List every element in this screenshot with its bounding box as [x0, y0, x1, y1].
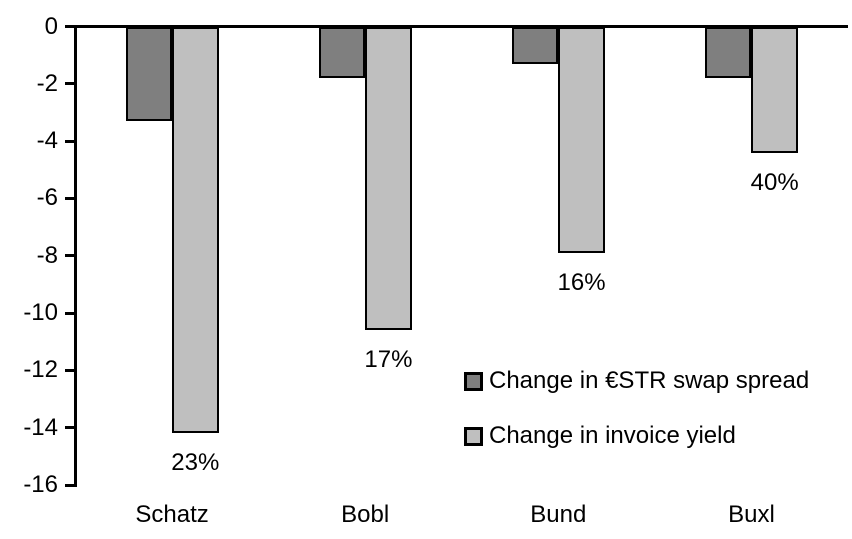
y-tick-mark-2 [65, 82, 75, 86]
y-tick-label-6: -6 [36, 184, 58, 212]
category-label-schatz: Schatz [135, 501, 209, 528]
y-tick-mark-6 [65, 196, 75, 200]
legend-item-swap-spread: Change in €STR swap spread [464, 369, 809, 393]
category-label-bobl: Bobl [341, 501, 390, 528]
y-tick-mark-4 [65, 139, 75, 143]
category-label-bund: Bund [530, 501, 587, 528]
bar-change-in-invoice-yield-bobl [365, 26, 412, 331]
data-label-bobl: 17% [364, 346, 413, 374]
x-axis-zero-line [66, 25, 848, 28]
y-axis-line [74, 25, 77, 487]
y-tick-label-12: -12 [23, 356, 58, 384]
bar-change-in-str-swap-spread-bund [511, 26, 559, 64]
data-label-bund: 16% [557, 268, 606, 296]
y-tick-label-4: -4 [36, 127, 58, 155]
y-tick-mark-10 [65, 311, 75, 315]
y-tick-label-16: -16 [23, 471, 58, 498]
y-tick-label-0: 0 [44, 12, 58, 40]
bar-change-in-invoice-yield-schatz [172, 26, 219, 434]
bar-change-in-str-swap-spread-bobl [318, 26, 366, 79]
y-tick-mark-14 [65, 426, 75, 430]
bar-change-in-str-swap-spread-schatz [125, 26, 173, 122]
data-label-schatz: 23% [171, 449, 220, 477]
y-tick-label-14: -14 [23, 413, 58, 441]
y-tick-mark-12 [65, 368, 75, 372]
y-tick-mark-0 [65, 25, 75, 28]
bar-change-in-str-swap-spread-buxl [704, 26, 752, 79]
y-tick-mark-16 [65, 483, 75, 487]
legend: Change in €STR swap spread Change in inv… [464, 369, 809, 479]
legend-label-invoice-yield: Change in invoice yield [489, 422, 736, 449]
legend-item-invoice-yield: Change in invoice yield [464, 424, 809, 448]
data-label-buxl: 40% [750, 168, 799, 196]
bar-change-in-invoice-yield-bund [558, 26, 605, 253]
y-tick-label-10: -10 [23, 299, 58, 327]
category-label-buxl: Buxl [728, 501, 775, 528]
y-tick-label-2: -2 [36, 69, 58, 97]
bar-change-in-invoice-yield-buxl [751, 26, 798, 153]
legend-label-swap-spread: Change in €STR swap spread [489, 367, 810, 394]
legend-marker-swap-spread [464, 371, 483, 391]
y-tick-label-8: -8 [36, 241, 58, 269]
legend-marker-invoice-yield [464, 426, 483, 446]
y-tick-mark-8 [65, 254, 75, 258]
